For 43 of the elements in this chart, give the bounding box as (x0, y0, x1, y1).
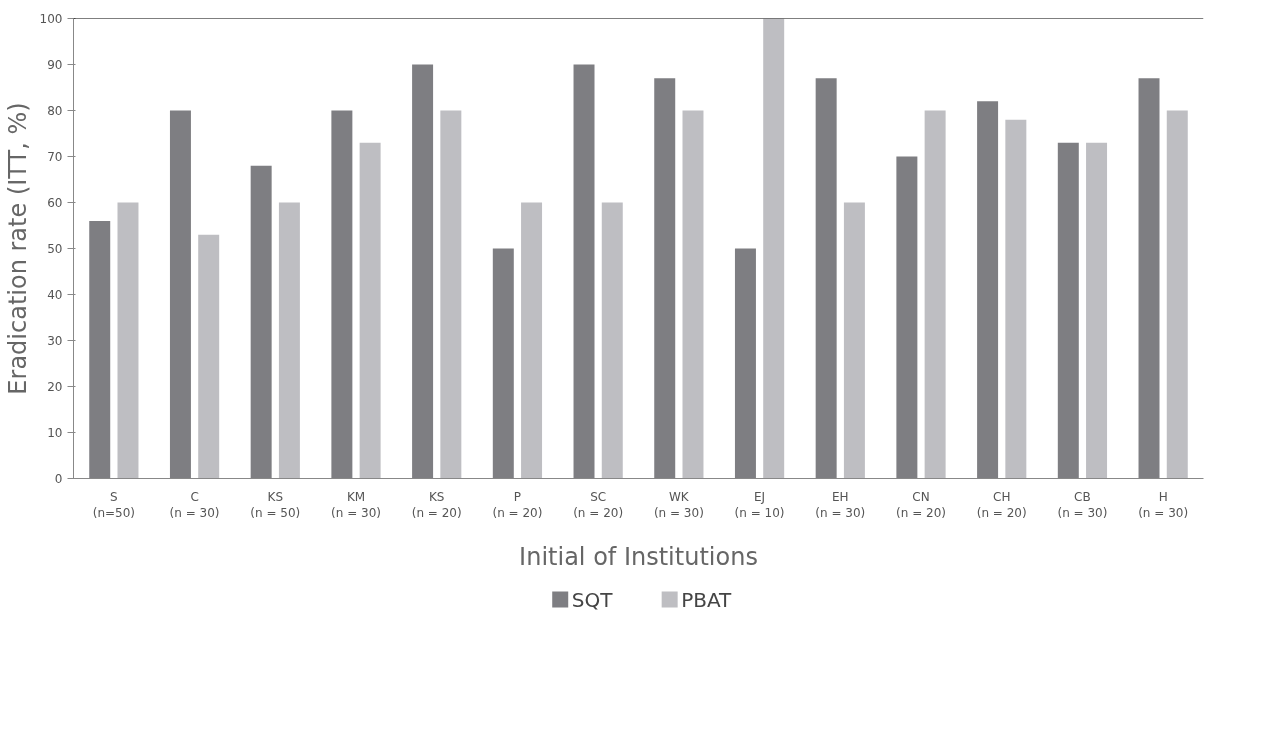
legend-label: SQT (571, 587, 614, 612)
y-tick-label: 80 (47, 104, 63, 118)
bar (1166, 110, 1188, 479)
x-tick-label: CN (n = 20) (896, 489, 946, 521)
y-tick-label: 0 (54, 472, 63, 486)
x-tick-label: EH (n = 30) (815, 489, 866, 521)
y-tick-label: 90 (47, 58, 63, 72)
y-tick-label: 40 (47, 288, 63, 302)
y-axis-title: Eradication rate (ITT, %) (3, 102, 32, 395)
y-tick-label: 50 (47, 242, 63, 256)
bar (682, 110, 704, 479)
y-tick-label: 20 (47, 380, 63, 394)
bar (521, 202, 543, 479)
bar (198, 234, 220, 479)
bar (117, 202, 139, 479)
bar (763, 18, 785, 479)
y-tick-label: 30 (47, 334, 63, 348)
bar (1086, 142, 1108, 479)
x-tick-label: KM (n = 30) (331, 489, 381, 521)
x-tick-label: SC (n = 20) (573, 489, 624, 521)
y-tick-label: 100 (39, 12, 63, 26)
x-tick-label: WK (n = 30) (653, 489, 704, 521)
x-tick-label: EJ (n = 10) (734, 489, 785, 521)
x-tick-label: P (n = 20) (492, 489, 543, 521)
x-axis-title: Initial of Institutions (519, 543, 758, 572)
y-tick-label: 70 (47, 150, 63, 164)
x-tick-label: C (n = 30) (169, 489, 220, 521)
bar (359, 142, 381, 479)
x-tick-label: KS (n = 20) (411, 489, 462, 521)
bar (843, 202, 865, 479)
y-tick-label: 10 (47, 426, 63, 440)
bar (601, 202, 623, 479)
x-tick-label: CB (n = 30) (1057, 489, 1108, 521)
bar (924, 110, 946, 479)
x-tick-label: KS (n = 50) (250, 489, 301, 521)
y-tick-label: 60 (47, 196, 63, 210)
x-tick-label: CH (n = 20) (976, 489, 1027, 521)
x-tick-label: S (n=50) (92, 489, 136, 521)
legend-label: PBAT (681, 587, 733, 612)
x-tick-label: H (n = 30) (1138, 489, 1189, 521)
bar (278, 202, 300, 479)
bar (440, 110, 462, 479)
bar (1005, 119, 1027, 479)
